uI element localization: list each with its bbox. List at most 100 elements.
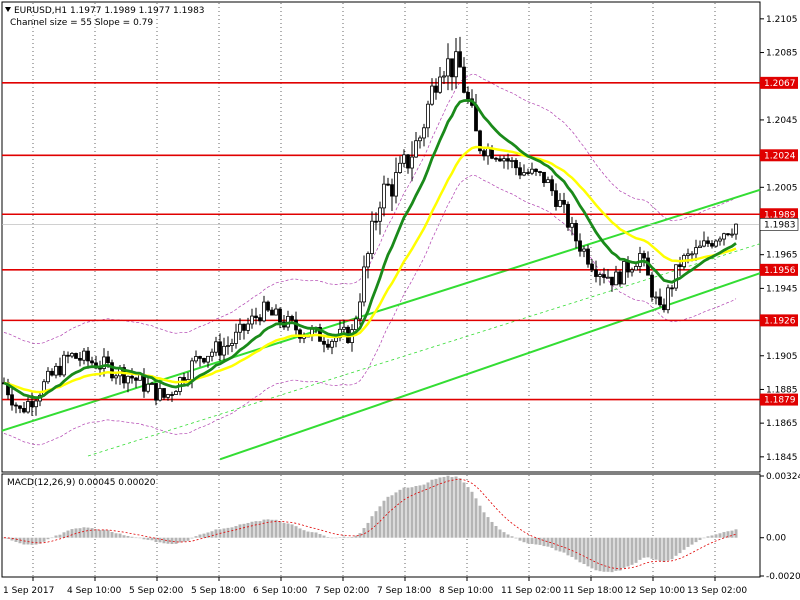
- macd-bar: [270, 519, 274, 538]
- candle-body: [566, 203, 570, 228]
- macd-bar: [634, 537, 638, 563]
- candle-body: [558, 199, 562, 207]
- macd-tick-label: 0.00324: [766, 472, 800, 482]
- macd-bar: [38, 537, 42, 544]
- envelope-upper: [3, 73, 737, 345]
- candle-body: [478, 130, 482, 152]
- macd-bar: [306, 531, 310, 538]
- macd-bar: [426, 482, 430, 538]
- macd-bar: [494, 526, 498, 538]
- macd-bar: [566, 537, 570, 556]
- macd-bar: [338, 537, 342, 538]
- macd-bar: [550, 537, 554, 548]
- macd-bar: [190, 537, 194, 539]
- price-tick-label: 1.1845: [766, 453, 798, 463]
- candle-body: [358, 301, 362, 320]
- candle-body: [402, 154, 406, 164]
- price-panel[interactable]: [1, 1, 761, 473]
- candle-body: [510, 160, 514, 162]
- macd-bar: [558, 537, 562, 552]
- candle-body: [126, 375, 130, 384]
- candle-body: [54, 365, 58, 376]
- macd-bar: [718, 533, 722, 538]
- candle-body: [598, 274, 602, 277]
- macd-bar: [310, 532, 314, 538]
- macd-bar: [70, 529, 74, 538]
- macd-bar: [314, 532, 318, 538]
- macd-bar: [290, 524, 294, 538]
- macd-bar: [286, 523, 290, 538]
- macd-bar: [698, 537, 702, 540]
- macd-bar: [498, 529, 502, 538]
- macd-bar: [670, 537, 674, 560]
- macd-bar: [46, 537, 50, 540]
- time-label: 4 Sep 10:00: [67, 586, 122, 596]
- candle-body: [262, 301, 266, 322]
- macd-bar: [254, 521, 258, 538]
- macd-bar: [422, 484, 426, 538]
- candle-body: [526, 172, 530, 174]
- macd-bar: [58, 534, 62, 538]
- candle-body: [342, 326, 346, 330]
- level-tag: [760, 263, 798, 276]
- macd-bar: [18, 537, 22, 544]
- candle-body: [630, 269, 634, 273]
- macd-bar: [250, 521, 254, 538]
- macd-bar: [94, 529, 98, 538]
- candle-body: [706, 240, 710, 244]
- candle-body: [258, 317, 262, 322]
- macd-bar: [546, 537, 550, 547]
- ma-slow-line: [3, 145, 737, 394]
- candle-body: [158, 388, 162, 401]
- candle-body: [498, 158, 502, 162]
- candle-body: [634, 266, 638, 271]
- macd-bar: [682, 537, 686, 550]
- candle-body: [238, 323, 242, 333]
- candle-body: [658, 296, 662, 306]
- macd-bar: [706, 536, 710, 538]
- candle-body: [106, 356, 110, 364]
- candle-body: [686, 253, 690, 256]
- macd-bar: [354, 535, 358, 538]
- macd-bar: [234, 526, 238, 538]
- macd-bar: [610, 537, 614, 573]
- level-tag-label: 1.1989: [764, 210, 796, 220]
- candle-body: [726, 233, 730, 236]
- macd-bar: [186, 537, 190, 541]
- price-tick-label: 1.1865: [766, 419, 798, 429]
- macd-bar: [734, 529, 738, 538]
- macd-bar: [438, 477, 442, 538]
- macd-bar: [326, 537, 330, 538]
- macd-bar: [710, 535, 714, 538]
- macd-bar: [510, 536, 514, 538]
- candle-body: [662, 304, 666, 311]
- candle-body: [90, 360, 94, 364]
- candle-body: [642, 253, 646, 259]
- macd-bar: [214, 529, 218, 538]
- candle-body: [114, 375, 118, 379]
- price-tick-label: 1.2045: [766, 116, 798, 126]
- macd-bar: [474, 498, 478, 538]
- macd-bar: [166, 537, 170, 544]
- current-price-tag: [759, 218, 799, 231]
- candle-body: [458, 51, 462, 68]
- level-tag-label: 1.2024: [764, 151, 796, 161]
- candle-body: [154, 383, 158, 401]
- macd-bar: [382, 500, 386, 538]
- macd-bar: [102, 529, 106, 538]
- candle-body: [334, 337, 338, 342]
- macd-bar: [530, 537, 534, 544]
- macd-bar: [658, 537, 662, 561]
- macd-bar: [678, 537, 682, 554]
- current-price-label: 1.1983: [764, 220, 796, 230]
- dropdown-triangle-icon[interactable]: [5, 7, 11, 12]
- candle-body: [134, 377, 138, 381]
- macd-bar: [62, 532, 66, 538]
- time-label: 11 Sep 18:00: [563, 586, 623, 596]
- macd-bar: [602, 537, 606, 572]
- candle-body: [386, 183, 390, 186]
- macd-bar: [114, 533, 118, 538]
- macd-bar: [266, 519, 270, 538]
- candle-body: [698, 245, 702, 249]
